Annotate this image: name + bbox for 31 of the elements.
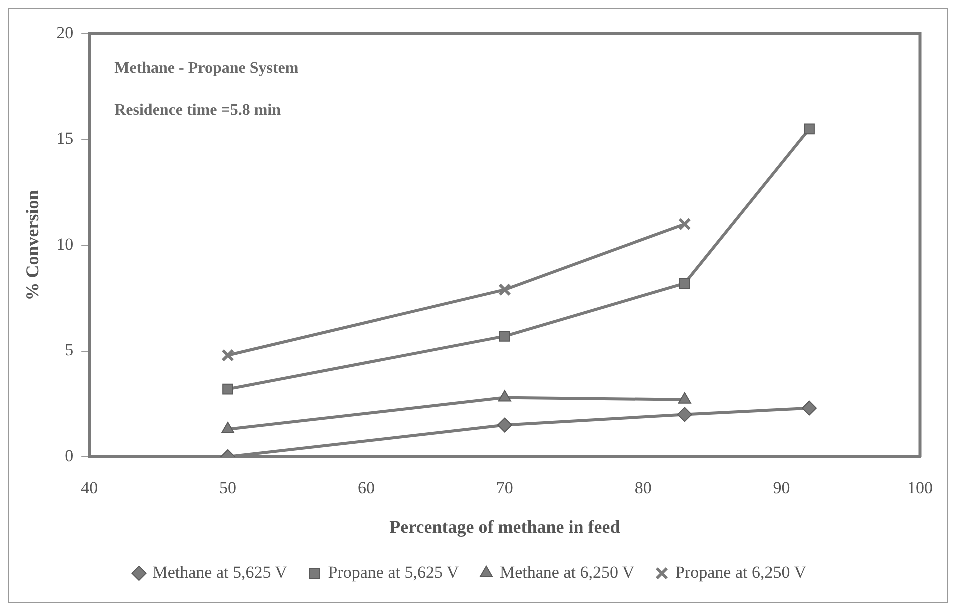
x-tick-label: 70 xyxy=(496,478,514,498)
x-tick-label: 80 xyxy=(634,478,652,498)
x-tick-label: 100 xyxy=(908,478,933,498)
y-tick-label: 20 xyxy=(56,23,74,42)
point xyxy=(804,124,815,135)
legend-label: Methane at 6,250 V xyxy=(500,562,636,582)
point xyxy=(497,418,512,433)
legend-label: Methane at 5,625 V xyxy=(152,562,288,582)
point xyxy=(499,330,510,342)
x-tick-label: 90 xyxy=(773,478,790,498)
x-axis-title: Percentage of methane in feed xyxy=(390,516,620,537)
y-tick-label: 5 xyxy=(65,340,74,360)
y-tick-label: 10 xyxy=(56,234,74,254)
point xyxy=(222,384,234,395)
x-tick-label: 50 xyxy=(220,478,237,498)
y-tick-label: 0 xyxy=(65,446,74,466)
y-tick-label: 15 xyxy=(56,129,74,148)
x-tick-label: 60 xyxy=(358,478,375,498)
x-tick-label: 40 xyxy=(81,478,98,498)
point xyxy=(677,407,692,422)
legend-label: Propane at 5,625 V xyxy=(328,562,460,582)
point xyxy=(679,278,690,290)
annotation: Methane - Propane System xyxy=(114,60,300,78)
point xyxy=(802,400,817,416)
point xyxy=(221,422,235,434)
point xyxy=(222,349,234,362)
annotation: Residence time =5.8 min xyxy=(114,102,282,120)
point xyxy=(498,283,512,296)
legend-label: Propane at 6,250 V xyxy=(676,562,808,582)
point xyxy=(678,218,692,231)
y-axis-title: % Conversion xyxy=(22,190,42,301)
